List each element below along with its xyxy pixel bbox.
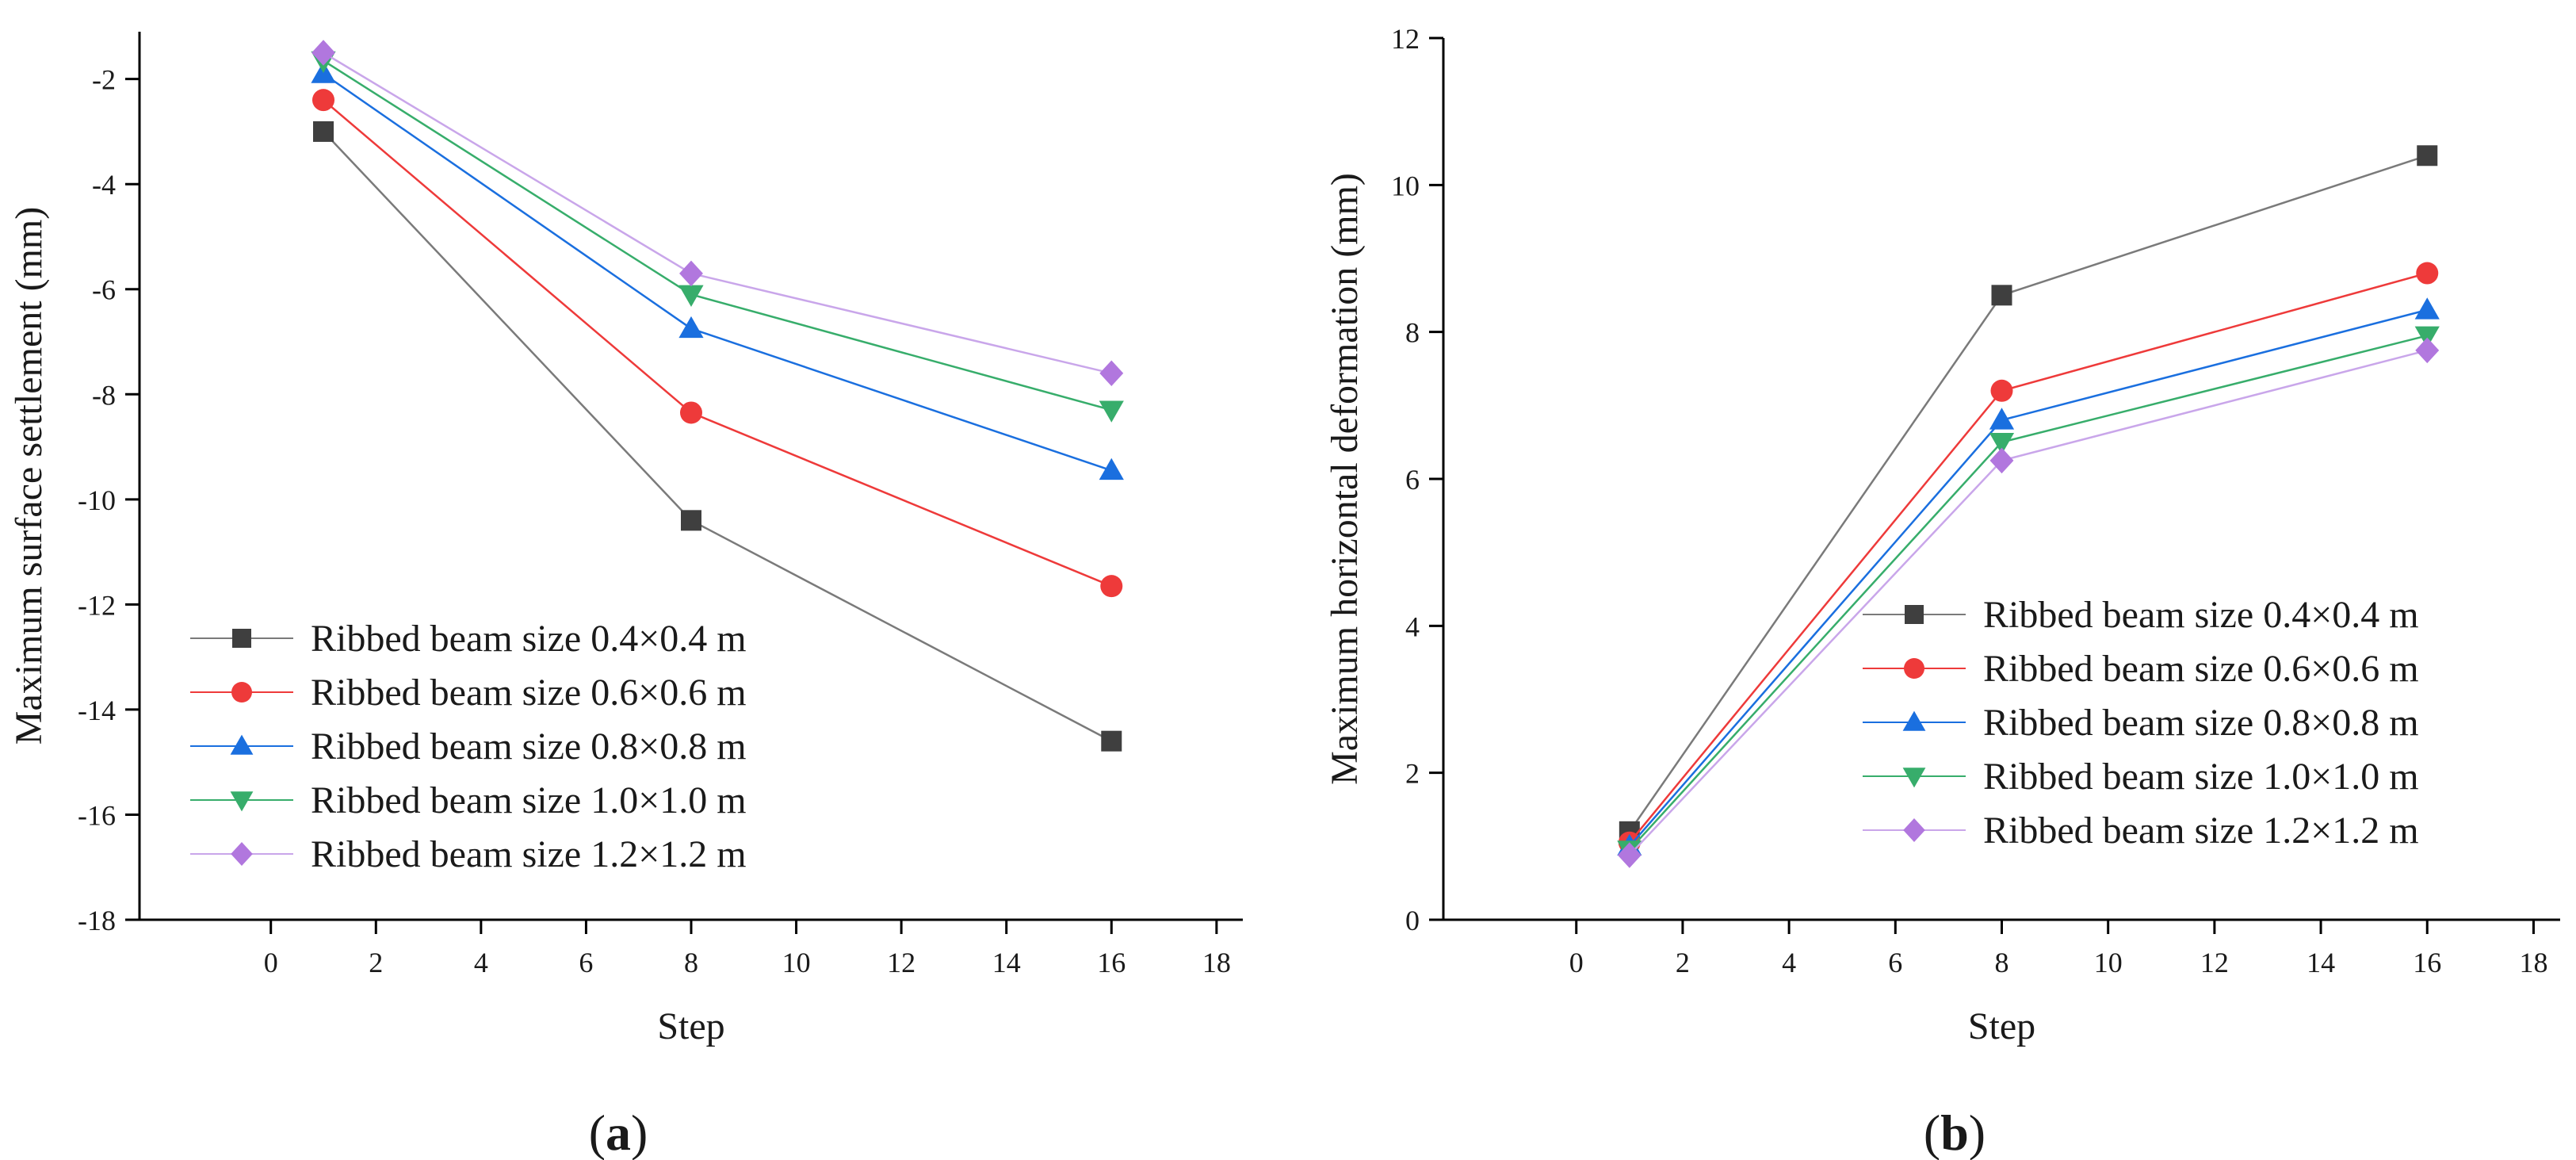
legend-label: Ribbed beam size 0.6×0.6 m [1983, 648, 2419, 690]
data-point-s5-p3 [1099, 360, 1124, 387]
legend-label: Ribbed beam size 1.0×1.0 m [1983, 756, 2419, 798]
y-tick-label: 12 [1391, 23, 1420, 55]
y-tick-label: -2 [92, 64, 116, 96]
data-point-s4-p3 [2414, 326, 2440, 348]
data-point-s1-p2 [1991, 285, 2012, 306]
panel-label-b: (b) [1924, 1104, 1986, 1160]
y-tick-label: 8 [1405, 317, 1420, 349]
y-tick-label: 6 [1405, 464, 1420, 496]
y-tick-label: -6 [92, 274, 116, 306]
data-point-s4-p2 [678, 285, 704, 307]
x-tick-label: 2 [1676, 947, 1690, 978]
x-tick-label: 14 [2307, 947, 2335, 978]
data-point-s4-p2 [1989, 432, 2015, 455]
y-tick-label: -16 [78, 799, 116, 831]
x-tick-label: 18 [1202, 947, 1231, 978]
legend-label: Ribbed beam size 0.6×0.6 m [311, 672, 747, 714]
x-tick-label: 0 [1569, 947, 1584, 978]
data-point-s1-p3 [2417, 145, 2438, 167]
legend-marker [1902, 710, 1926, 731]
data-point-s3-p3 [1099, 457, 1124, 480]
legend-marker [1904, 658, 1924, 679]
x-tick-label: 10 [782, 947, 811, 978]
chart-b-xlabel: Step [1968, 1005, 2035, 1047]
x-tick-label: 8 [1995, 947, 2009, 978]
x-tick-label: 4 [474, 947, 488, 978]
x-tick-label: 16 [1097, 947, 1126, 978]
data-point-s5-p1 [311, 40, 335, 66]
data-point-s3-p2 [1989, 408, 2015, 430]
x-tick-label: 16 [2413, 947, 2441, 978]
y-tick-label: 2 [1405, 758, 1420, 790]
y-tick-label: -4 [92, 169, 116, 201]
data-point-s3-p2 [678, 316, 704, 339]
legend-label: Ribbed beam size 0.4×0.4 m [1983, 594, 2419, 636]
series-line-2 [323, 99, 1112, 588]
x-tick-label: 14 [992, 947, 1021, 978]
x-tick-label: 12 [887, 947, 915, 978]
legend-marker [231, 842, 253, 866]
x-tick-label: 0 [264, 947, 278, 978]
legend-label: Ribbed beam size 1.0×1.0 m [311, 779, 747, 821]
y-tick-label: 4 [1405, 611, 1420, 642]
y-tick-label: -8 [92, 379, 116, 411]
legend-marker [231, 682, 252, 703]
data-point-s2-p2 [1990, 379, 2013, 402]
data-point-s4-p3 [1099, 400, 1124, 423]
chart-b: 0 2 4 6 8 10 12 14 16 18 0 2 4 6 8 10 12 Step Maximum ho… [1324, 23, 2560, 1047]
data-point-s2-p2 [680, 401, 702, 424]
chart-b-ylabel: Maximum horizontal deformation (mm) [1324, 173, 1366, 785]
legend-marker [1905, 605, 1924, 624]
y-tick-label: -18 [78, 905, 116, 936]
y-tick-label: 0 [1405, 905, 1420, 936]
y-tick-label: -12 [78, 589, 116, 621]
chart-a-ylabel: Maximum surface settlement (mm) [8, 207, 50, 745]
data-point-s2-p3 [2416, 262, 2439, 285]
data-point-s1-p1 [313, 121, 334, 142]
panel-label-a: (a) [589, 1104, 648, 1160]
x-tick-label: 10 [2094, 947, 2123, 978]
legend-marker [1903, 818, 1925, 842]
x-tick-label: 12 [2200, 947, 2229, 978]
y-tick-label: -10 [78, 484, 116, 516]
data-point-s5-p3 [2415, 337, 2440, 364]
y-tick-label: 10 [1391, 170, 1420, 201]
chart-a-legend: Ribbed beam size 0.4×0.4 m Ribbed beam si… [190, 618, 747, 875]
data-point-s5-p1 [1617, 842, 1642, 868]
x-tick-label: 18 [2519, 947, 2547, 978]
legend-label: Ribbed beam size 0.8×0.8 m [311, 725, 747, 768]
chart-a: 0 2 4 6 8 10 12 14 16 18 -2 -4 -6 -8 -10 -12 -14 -16 -18 S… [8, 32, 1243, 1047]
series-line-3 [323, 72, 1112, 472]
x-tick-label: 8 [684, 947, 698, 978]
data-point-s1-p2 [681, 510, 701, 531]
legend-marker [230, 734, 254, 755]
legend-marker [230, 791, 254, 812]
legend-label: Ribbed beam size 0.4×0.4 m [311, 618, 747, 660]
legend-marker [232, 629, 251, 648]
series-line-5 [323, 52, 1112, 374]
series-line-4 [323, 59, 1112, 412]
legend-label: Ribbed beam size 1.2×1.2 m [1983, 810, 2419, 852]
x-tick-label: 4 [1782, 947, 1796, 978]
x-tick-label: 2 [369, 947, 383, 978]
x-tick-label: 6 [1888, 947, 1902, 978]
data-point-s5-p2 [679, 260, 703, 287]
x-tick-label: 6 [579, 947, 593, 978]
y-tick-label: -14 [78, 695, 116, 726]
legend-marker [1902, 768, 1926, 788]
chart-a-xlabel: Step [657, 1005, 724, 1047]
data-point-s2-p1 [312, 89, 334, 112]
data-point-s3-p3 [2414, 297, 2440, 320]
chart-b-series [1617, 145, 2440, 868]
data-point-s2-p3 [1100, 575, 1123, 598]
legend-label: Ribbed beam size 1.2×1.2 m [311, 833, 747, 875]
legend-label: Ribbed beam size 0.8×0.8 m [1983, 702, 2419, 744]
chart-b-legend: Ribbed beam size 0.4×0.4 m Ribbed beam si… [1863, 594, 2419, 852]
chart-a-ticks: 0 2 4 6 8 10 12 14 16 18 -2 -4 -6 -8 -10 -12 -14 -16 -18 [78, 64, 1231, 978]
data-point-s5-p2 [1989, 447, 2014, 474]
chart-b-ticks: 0 2 4 6 8 10 12 14 16 18 0 2 4 6 8 10 12 [1391, 23, 2547, 978]
data-point-s1-p3 [1101, 730, 1122, 752]
chart-a-series [311, 40, 1124, 752]
